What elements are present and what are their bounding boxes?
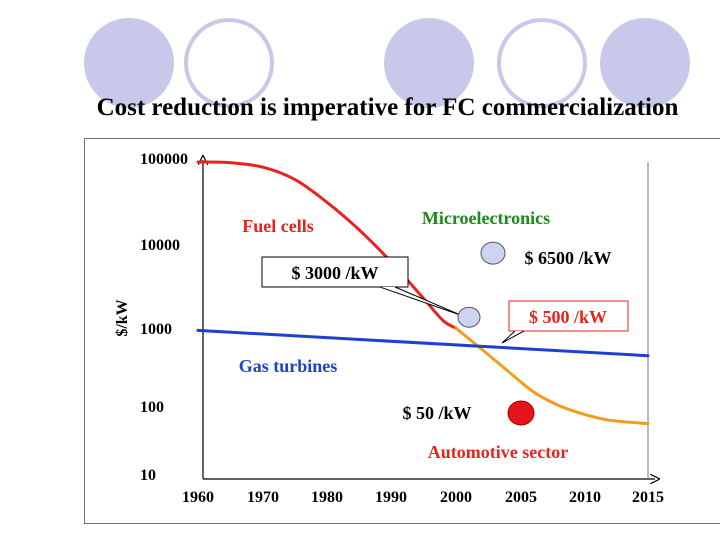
series-label-fuel-cells: Fuel cells: [242, 216, 313, 236]
x-tick-label: 1990: [375, 489, 407, 506]
x-tick-label: 2010: [569, 489, 601, 506]
gas-turbines-line: [196, 328, 650, 358]
x-tick-label: 1980: [311, 489, 343, 506]
x-tick-label: 2015: [632, 489, 664, 506]
annotation-6500: $ 6500 /kW: [524, 248, 611, 268]
callout-500-box: [508, 300, 629, 332]
y-tick-label: 100: [140, 399, 164, 416]
callout-3000-box: [261, 256, 409, 288]
decor-circle-2: [184, 18, 274, 108]
slide-title: Cost reduction is imperative for FC comm…: [96, 94, 679, 121]
x-tick-label: 1970: [247, 489, 279, 506]
callout-500-pointer: [501, 330, 525, 344]
microelectronics-6500-marker: [480, 241, 506, 265]
fuel-cells-line: [196, 160, 458, 330]
chart-frame: [84, 138, 720, 524]
decor-circle-1: [84, 18, 174, 108]
callout-3000-pointer: [379, 286, 462, 316]
y-tick-label: 100000: [140, 151, 188, 168]
annotation-50: $ 50 /kW: [402, 403, 471, 423]
y-tick-label: 1000: [140, 321, 172, 338]
annotation-microelectronics: Microelectronics: [422, 208, 550, 228]
annotation-3000: $ 3000 /kW: [291, 263, 378, 283]
y-tick-label: 10: [140, 467, 156, 484]
automotive-line: [454, 326, 650, 426]
series-label-automotive: Automotive sector: [428, 442, 568, 462]
decor-circle-5: [600, 18, 690, 108]
series-label-gas-turbines: Gas turbines: [239, 356, 338, 376]
automotive-50-marker: [507, 400, 535, 426]
x-tick-label: 2000: [440, 489, 472, 506]
x-tick-label: 1960: [182, 489, 214, 506]
x-tick-label: 2005: [505, 489, 537, 506]
y-axis-label: $/kW: [114, 299, 131, 336]
y-tick-label: 10000: [140, 237, 180, 254]
decor-circle-4: [497, 18, 587, 108]
decor-circle-3: [384, 18, 474, 108]
annotation-500: $ 500 /kW: [529, 307, 607, 327]
fuel-cell-3000-marker: [457, 306, 481, 328]
